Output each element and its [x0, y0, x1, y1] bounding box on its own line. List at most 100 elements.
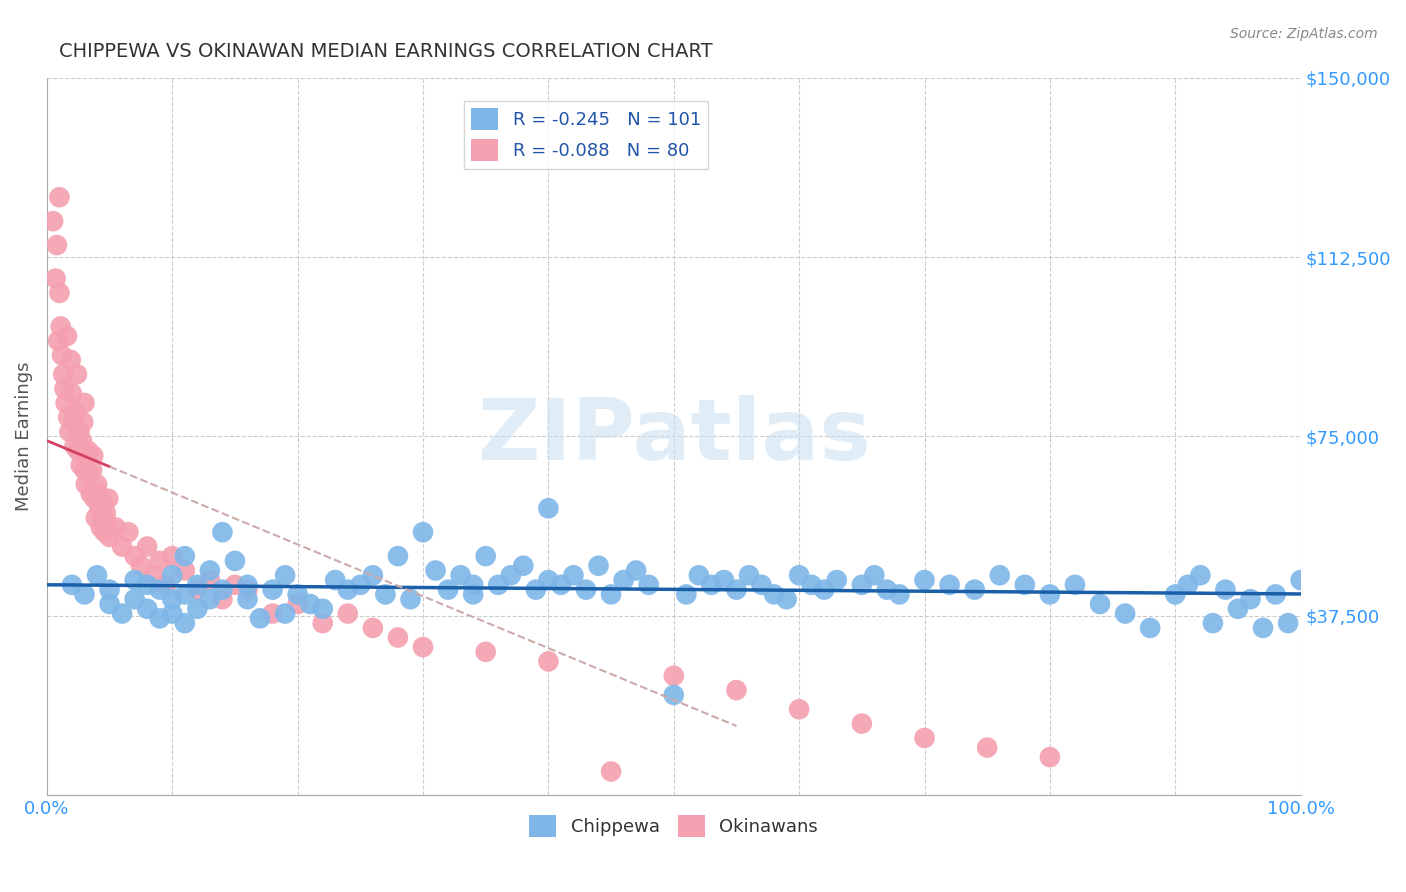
Point — [738, 568, 761, 582]
Point — [87, 487, 110, 501]
Point — [224, 578, 246, 592]
Point — [863, 568, 886, 582]
Point — [72, 415, 94, 429]
Point — [173, 564, 195, 578]
Point — [80, 487, 103, 501]
Point — [524, 582, 547, 597]
Point — [336, 607, 359, 621]
Point — [162, 592, 184, 607]
Point — [499, 568, 522, 582]
Point — [876, 582, 898, 597]
Point — [299, 597, 322, 611]
Point — [90, 520, 112, 534]
Point — [173, 616, 195, 631]
Point — [988, 568, 1011, 582]
Point — [588, 558, 610, 573]
Point — [97, 491, 120, 506]
Point — [93, 525, 115, 540]
Point — [751, 578, 773, 592]
Point — [136, 540, 159, 554]
Point — [323, 573, 346, 587]
Point — [211, 525, 233, 540]
Point — [45, 238, 67, 252]
Point — [80, 463, 103, 477]
Point — [425, 564, 447, 578]
Point — [55, 396, 77, 410]
Point — [537, 573, 560, 587]
Point — [86, 477, 108, 491]
Point — [117, 525, 139, 540]
Point — [96, 516, 118, 530]
Point — [938, 578, 960, 592]
Point — [474, 645, 496, 659]
Point — [84, 511, 107, 525]
Text: CHIPPEWA VS OKINAWAN MEDIAN EARNINGS CORRELATION CHART: CHIPPEWA VS OKINAWAN MEDIAN EARNINGS COR… — [59, 42, 713, 61]
Point — [336, 582, 359, 597]
Point — [775, 592, 797, 607]
Point — [211, 582, 233, 597]
Point — [58, 410, 80, 425]
Point — [162, 568, 184, 582]
Point — [825, 573, 848, 587]
Point — [976, 740, 998, 755]
Point — [173, 587, 195, 601]
Point — [637, 578, 659, 592]
Point — [1114, 607, 1136, 621]
Point — [349, 578, 371, 592]
Point — [600, 764, 623, 779]
Point — [575, 582, 598, 597]
Point — [387, 549, 409, 563]
Point — [76, 453, 98, 467]
Point — [361, 621, 384, 635]
Point — [69, 458, 91, 473]
Point — [312, 601, 335, 615]
Point — [236, 582, 259, 597]
Point — [162, 607, 184, 621]
Point — [725, 582, 748, 597]
Point — [1039, 587, 1062, 601]
Point — [914, 573, 936, 587]
Point — [1014, 578, 1036, 592]
Point — [73, 587, 96, 601]
Point — [486, 578, 509, 592]
Point — [713, 573, 735, 587]
Point — [91, 496, 114, 510]
Point — [53, 382, 76, 396]
Point — [662, 688, 685, 702]
Point — [236, 592, 259, 607]
Point — [173, 549, 195, 563]
Point — [550, 578, 572, 592]
Point — [129, 558, 152, 573]
Point — [787, 568, 810, 582]
Point — [59, 353, 82, 368]
Point — [98, 530, 121, 544]
Point — [211, 592, 233, 607]
Point — [463, 578, 485, 592]
Point — [186, 578, 208, 592]
Text: ZIPatlas: ZIPatlas — [477, 395, 870, 478]
Point — [512, 558, 534, 573]
Point — [274, 568, 297, 582]
Point — [142, 568, 165, 582]
Point — [800, 578, 823, 592]
Text: Source: ZipAtlas.com: Source: ZipAtlas.com — [1230, 27, 1378, 41]
Point — [51, 348, 73, 362]
Point — [94, 506, 117, 520]
Point — [662, 669, 685, 683]
Point — [1277, 616, 1299, 631]
Point — [48, 285, 70, 300]
Point — [198, 564, 221, 578]
Legend: Chippewa, Okinawans: Chippewa, Okinawans — [522, 807, 825, 844]
Point — [537, 501, 560, 516]
Point — [1239, 592, 1261, 607]
Point — [104, 520, 127, 534]
Point — [45, 271, 67, 285]
Point — [1139, 621, 1161, 635]
Point — [75, 477, 97, 491]
Point — [70, 434, 93, 449]
Point — [450, 568, 472, 582]
Point — [48, 190, 70, 204]
Point — [274, 607, 297, 621]
Point — [1088, 597, 1111, 611]
Point — [399, 592, 422, 607]
